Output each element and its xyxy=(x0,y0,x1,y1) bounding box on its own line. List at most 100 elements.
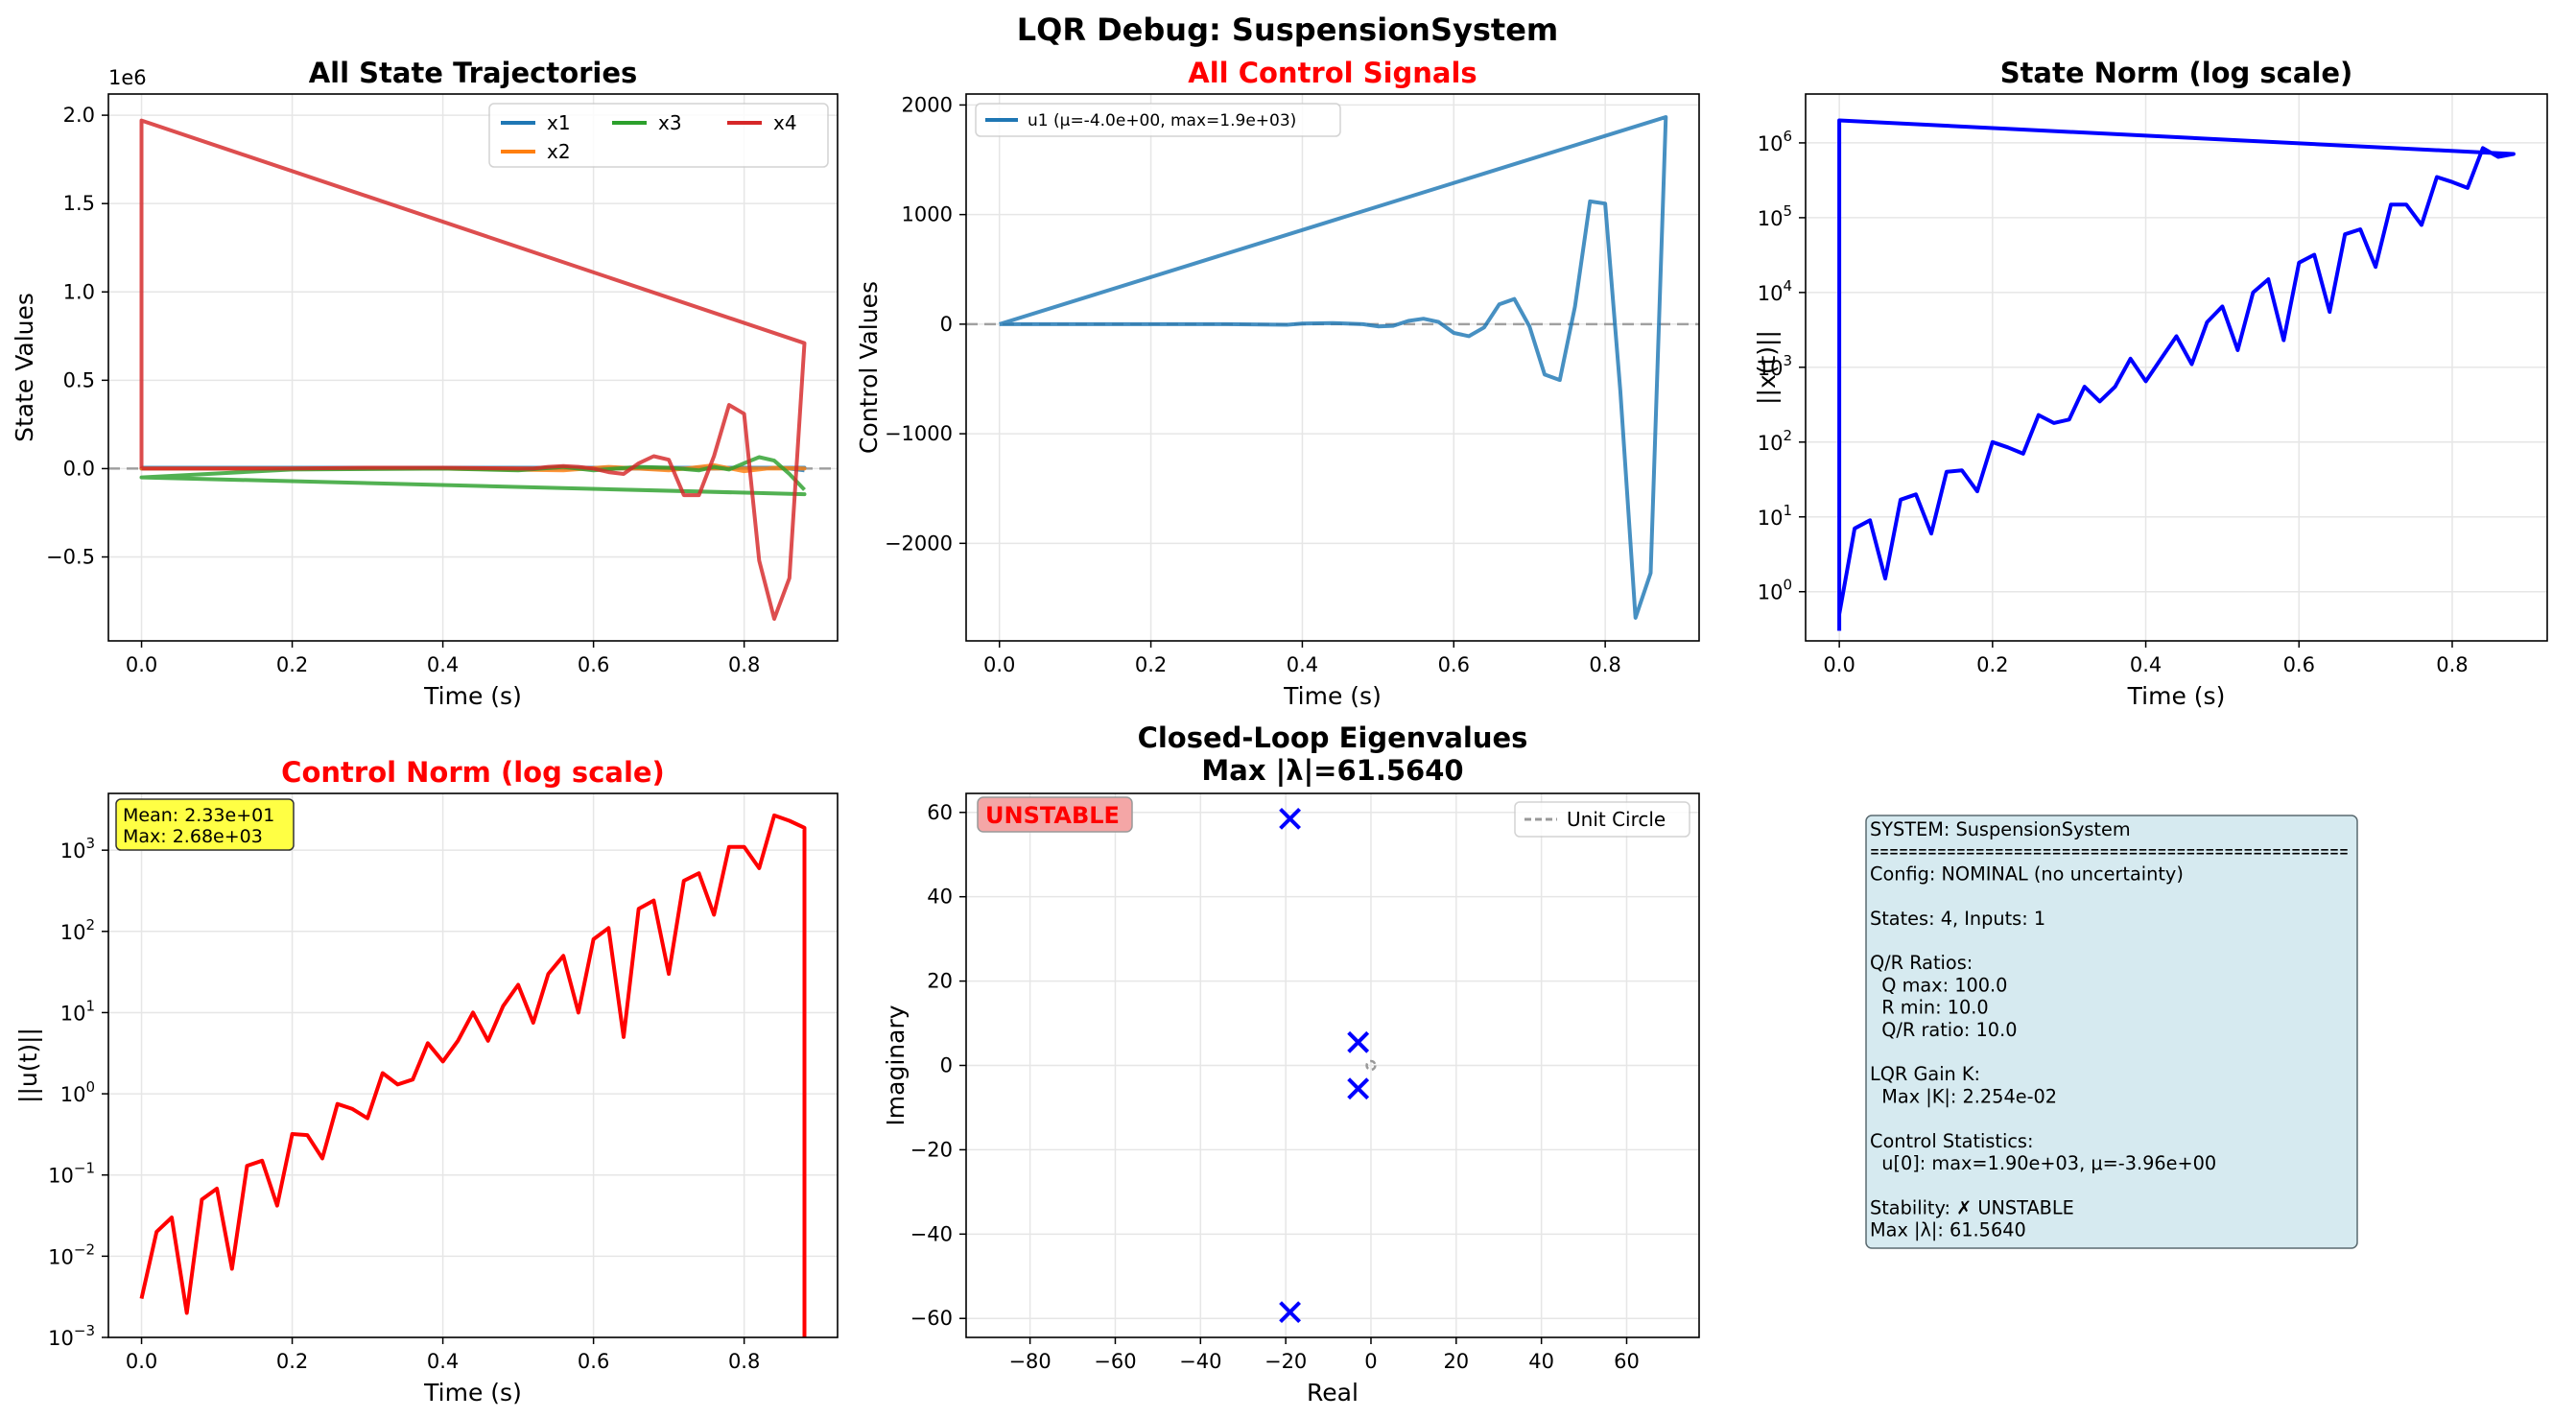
y-tick-label: 10−1 xyxy=(48,1160,95,1188)
legend-label: Unit Circle xyxy=(1567,808,1666,831)
y-tick-label: −2000 xyxy=(885,532,953,555)
x-tick-label: 0.8 xyxy=(728,653,760,676)
series-line-x3 xyxy=(139,455,807,497)
y-tick-label: −20 xyxy=(910,1138,953,1161)
y-tick-label: 103 xyxy=(60,835,95,863)
axes-frame xyxy=(107,792,839,1338)
x-tick-label: 0 xyxy=(1364,1350,1377,1373)
x-axis-label: Time (s) xyxy=(423,1379,522,1406)
plot-area xyxy=(1837,118,2516,631)
info-panel-line: Q max: 100.0 xyxy=(1870,974,2007,996)
plot-area xyxy=(999,115,1668,620)
x-tick-label: 0.2 xyxy=(1135,653,1167,676)
eigenvalue-marker xyxy=(1347,1077,1370,1100)
y-tick-label: 0 xyxy=(940,313,953,336)
x-axis-label: Time (s) xyxy=(2127,682,2226,710)
x-tick-label: −80 xyxy=(1008,1350,1051,1373)
legend-label: x4 xyxy=(773,111,797,134)
x-tick-label: −40 xyxy=(1179,1350,1221,1373)
info-panel-line: ========================================… xyxy=(1870,840,2349,863)
y-tick-label: −40 xyxy=(910,1222,953,1245)
info-panel-line: Q/R Ratios: xyxy=(1870,952,1973,974)
plot-area xyxy=(139,813,807,1337)
info-panel-line: Config: NOMINAL (no uncertainty) xyxy=(1870,863,2184,885)
chart-eigenvalues: −80 −60 −40 −20 0 20 40 60 −60 −40 −20 0 20 40 60 Real I… xyxy=(882,721,1700,1406)
chart-title: All State Trajectories xyxy=(309,57,638,89)
eigenvalue-marker xyxy=(1279,807,1301,830)
stats-line: Mean: 2.33e+01 xyxy=(123,805,274,826)
info-panel-line: Max |λ|: 61.5640 xyxy=(1870,1219,2026,1241)
legend-label: u1 (μ=-4.0e+00, max=1.9e+03) xyxy=(1028,111,1296,130)
chart-states: 0.0 0.2 0.4 0.6 0.8 −0.5 0.0 0.5 1.0 1.5 2.0 1e6 Tim… xyxy=(11,57,839,710)
y-tick-label: 103 xyxy=(1758,352,1792,380)
x-tick-label: 40 xyxy=(1528,1350,1554,1373)
chart-title: Control Norm (log scale) xyxy=(281,756,665,789)
legend-label: x1 xyxy=(547,111,571,134)
y-axis-label: Imaginary xyxy=(882,1004,910,1125)
eigenvalue-marker xyxy=(1347,1030,1370,1053)
legend-item: x1 xyxy=(501,111,571,134)
x-tick-label: 0.8 xyxy=(1589,653,1620,676)
x-tick-label: 0.6 xyxy=(1438,653,1470,676)
x-tick-label: −60 xyxy=(1094,1350,1136,1373)
y-tick-label: 104 xyxy=(1758,277,1792,305)
y-tick-label: 1000 xyxy=(902,203,953,226)
chart-title: State Norm (log scale) xyxy=(2000,57,2353,89)
info-panel-line: u[0]: max=1.90e+03, μ=-3.96e+00 xyxy=(1870,1152,2216,1174)
legend-item: x4 xyxy=(727,111,797,134)
badge-label: UNSTABLE xyxy=(985,802,1120,829)
legend-box xyxy=(1514,801,1690,838)
series-line-state_norm xyxy=(1837,118,2516,631)
legend: u1 (μ=-4.0e+00, max=1.9e+03) xyxy=(975,103,1341,137)
y-tick-label: 101 xyxy=(1758,502,1792,530)
y-axis-label: State Values xyxy=(11,293,38,442)
info-panel-line: LQR Gain K: xyxy=(1870,1063,1980,1085)
plot-area xyxy=(139,118,807,621)
y-tick-label: 2.0 xyxy=(63,104,95,127)
x-axis-label: Real xyxy=(1307,1379,1359,1406)
y-tick-label: 0.0 xyxy=(63,457,95,480)
chart-controls: 0.0 0.2 0.4 0.6 0.8 −2000 −1000 0 1000 2000 Time (… xyxy=(855,57,1700,710)
legend-item: x3 xyxy=(612,111,682,134)
x-tick-label: 0.6 xyxy=(2283,653,2315,676)
chart-title: All Control Signals xyxy=(1188,57,1477,89)
series-line-u1 xyxy=(999,115,1668,620)
x-tick-label: 0.6 xyxy=(578,1350,609,1373)
y-axis-label: ||u(t)|| xyxy=(14,1028,42,1103)
y-tick-label: 40 xyxy=(927,886,953,909)
x-tick-label: 0.4 xyxy=(427,653,459,676)
y-tick-label: 60 xyxy=(927,801,953,824)
x-tick-label: 0.4 xyxy=(1287,653,1318,676)
info-panel-line: Q/R ratio: 10.0 xyxy=(1870,1019,2017,1041)
info-panel-line: Max |K|: 2.254e-02 xyxy=(1870,1085,2057,1107)
chart-control_norm: 0.0 0.2 0.4 0.6 0.8 10−3 10−2 10−1 100 101 102 103 T… xyxy=(14,756,839,1406)
y-tick-label: 0 xyxy=(940,1054,953,1077)
y-tick-label: 0.5 xyxy=(63,368,95,391)
x-tick-label: 0.0 xyxy=(983,653,1015,676)
info-panel-line: States: 4, Inputs: 1 xyxy=(1870,908,2045,930)
legend-box xyxy=(975,103,1341,137)
x-tick-label: 0.8 xyxy=(728,1350,760,1373)
y-tick-label: −60 xyxy=(910,1307,953,1330)
x-tick-label: 60 xyxy=(1614,1350,1640,1373)
legend-box xyxy=(488,103,829,168)
unit-circle xyxy=(1365,1059,1377,1072)
series-line-x4 xyxy=(139,118,807,621)
x-axis-label: Time (s) xyxy=(423,682,522,710)
y-axis-label: ||x(t)|| xyxy=(1753,330,1781,405)
y-tick-label: −0.5 xyxy=(46,546,95,569)
unstable-badge: UNSTABLE xyxy=(977,796,1133,833)
x-tick-label: −20 xyxy=(1264,1350,1307,1373)
y-tick-label: 1.5 xyxy=(63,192,95,215)
chart-subtitle: Max |λ|=61.5640 xyxy=(1201,754,1463,787)
y-tick-label: 2000 xyxy=(902,93,953,116)
y-offset-label: 1e6 xyxy=(108,66,147,89)
eigenvalue-marker xyxy=(1279,1301,1301,1324)
x-tick-label: 0.0 xyxy=(126,1350,157,1373)
legend-label: x2 xyxy=(547,140,571,163)
x-tick-label: 0.4 xyxy=(427,1350,459,1373)
series-line-control_norm xyxy=(139,813,807,1337)
y-axis-label: Control Values xyxy=(855,281,883,454)
chart-state_norm: 0.0 0.2 0.4 0.6 0.8 100 101 102 103 104 105 106 Time… xyxy=(1753,57,2548,710)
